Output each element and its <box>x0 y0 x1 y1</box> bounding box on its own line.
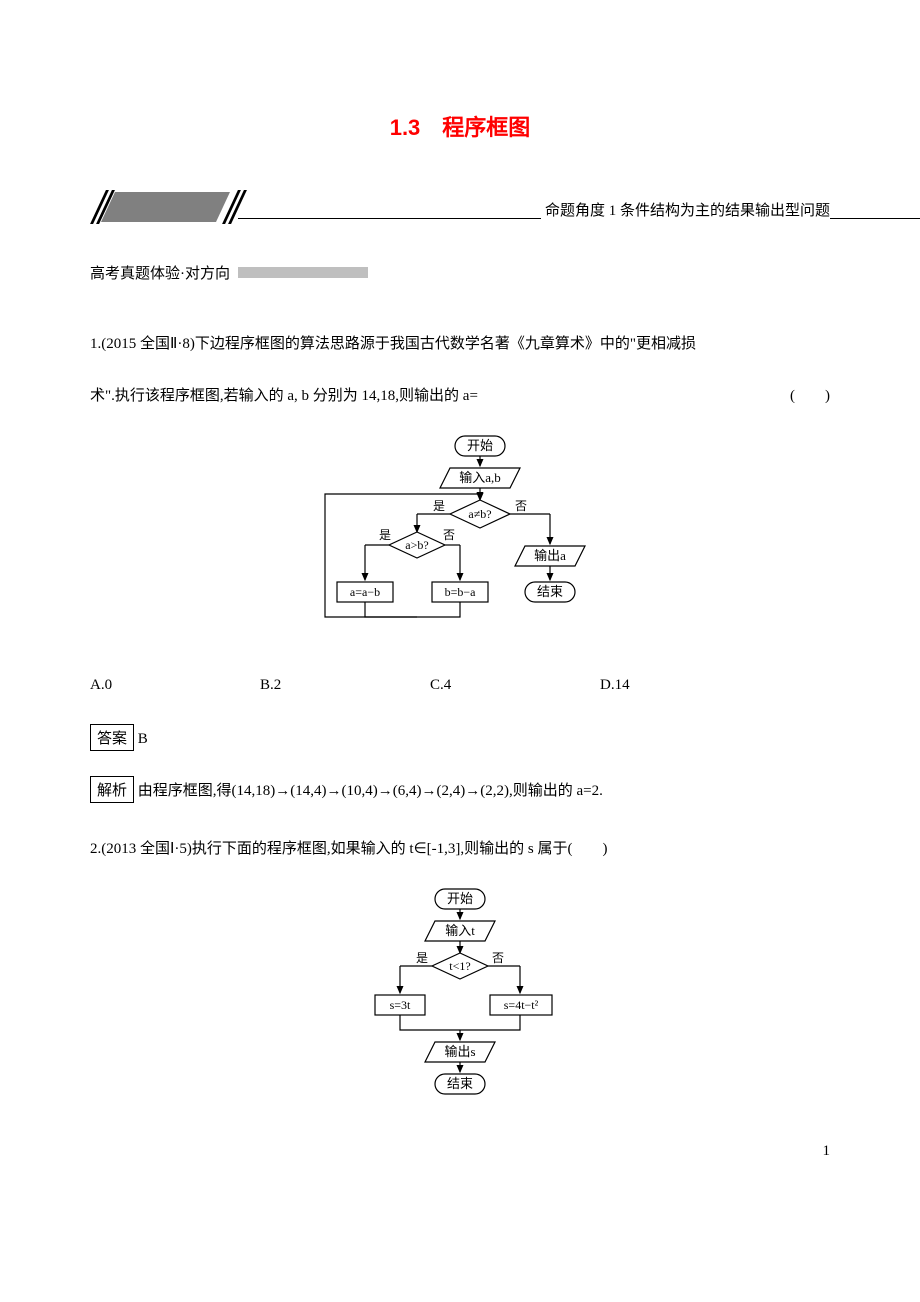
subheading-bar <box>238 267 368 278</box>
q1-opt-a: A.0 <box>90 677 260 694</box>
q2-flowchart: 开始 输入t t<1? 是 否 s=3t s=4t−t² <box>90 885 830 1100</box>
fc-cond2-label: a>b? <box>405 538 428 552</box>
answer-label: 答案 <box>90 724 134 751</box>
subheading-row: 高考真题体验·对方向 <box>90 262 830 283</box>
fc2-end: 结束 <box>447 1076 473 1091</box>
fc-end-label: 结束 <box>537 584 563 599</box>
fc-input-label: 输入a,b <box>459 470 501 485</box>
fc-no2: 否 <box>443 528 455 542</box>
q1-options: A.0 B.2 C.4 D.14 <box>90 677 830 694</box>
fc-output-label: 输出a <box>534 548 566 563</box>
fc-yes1: 是 <box>433 499 445 513</box>
answer-value: B <box>138 731 148 747</box>
q1-stem-line1: 1.(2015 全国Ⅱ·8)下边程序框图的算法思路源于我国古代数学名著《九章算术… <box>90 323 830 365</box>
banner: 命题角度 1 条件结构为主的结果输出型问题 <box>90 192 830 222</box>
q1-paren: ( ) <box>790 375 830 417</box>
fc2-start: 开始 <box>447 891 473 906</box>
q2-stem: 2.(2013 全国Ⅰ·5)执行下面的程序框图,如果输入的 t∈[-1,3],则… <box>90 828 830 870</box>
fc-cond1-label: a≠b? <box>468 507 491 521</box>
fc-no1: 否 <box>515 499 527 513</box>
fc2-assign2: s=4t−t² <box>504 998 539 1012</box>
q1-analysis: 解析 由程序框图,得(14,18)→(14,4)→(10,4)→(6,4)→(2… <box>90 776 830 803</box>
q1-answer: 答案 B <box>90 724 830 751</box>
q1-opt-c: C.4 <box>430 677 600 694</box>
fc2-assign1: s=3t <box>390 998 411 1012</box>
fc2-yes: 是 <box>416 951 428 965</box>
analysis-text: 由程序框图,得(14,18)→(14,4)→(10,4)→(6,4)→(2,4)… <box>138 783 603 799</box>
fc-yes2: 是 <box>379 528 391 542</box>
banner-shape <box>90 192 240 222</box>
page-number: 1 <box>823 1143 831 1160</box>
banner-text: 命题角度 1 条件结构为主的结果输出型问题 <box>541 199 830 220</box>
fc2-cond: t<1? <box>449 959 470 973</box>
analysis-label: 解析 <box>90 776 134 803</box>
fc2-input: 输入t <box>445 923 475 938</box>
fc-start-label: 开始 <box>467 438 493 453</box>
q1-opt-d: D.14 <box>600 677 770 694</box>
fc2-no: 否 <box>492 951 504 965</box>
page-title: 1.3 程序框图 <box>90 110 830 142</box>
subheading: 高考真题体验·对方向 <box>90 262 230 283</box>
fc-assign2-label: b=b−a <box>445 585 477 599</box>
q1-stem-line2: 术".执行该程序框图,若输入的 a, b 分别为 14,18,则输出的 a= <box>90 375 478 417</box>
q1-opt-b: B.2 <box>260 677 430 694</box>
fc2-output: 输出s <box>444 1044 475 1059</box>
q1-flowchart: 开始 输入a,b a≠b? 是 否 输出a 结束 <box>90 432 830 637</box>
fc-assign1-label: a=a−b <box>350 585 380 599</box>
